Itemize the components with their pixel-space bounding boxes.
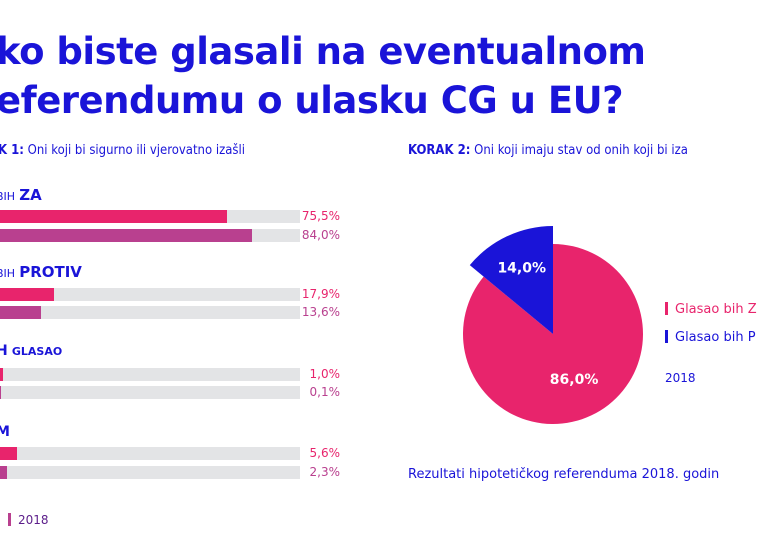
value-label: 84,0% [301,228,340,242]
group-prefix: BIH [0,267,16,280]
step-1-text: Oni koji bi sigurno ili vjerovatno izašl… [27,143,245,158]
bar-track [0,229,300,242]
value-label: 1,0% [309,367,341,381]
bar-protiv-2 [0,306,41,319]
group-label-glasao: H GLASAO [0,343,62,359]
bar-legend: 2018 [8,513,49,527]
group-prefix: H [0,343,8,359]
step-2-text: Oni koji imaju stav od onih koji bi iza [474,143,688,158]
pie-legend-protiv: Glasao bih P [665,330,756,345]
pie-label-za: 86,0% [550,372,599,388]
legend-text: Glasao bih P [675,330,756,345]
pie-legend-za: Glasao bih Z [665,302,757,317]
group-prefix: BIH [0,190,16,203]
bar-m-2 [0,466,7,479]
step-2-label: KORAK 2: [408,143,471,158]
bar-track [0,368,300,381]
legend-marker [665,302,668,315]
value-label: 2,3% [309,465,341,479]
group-label-za: BIH ZA [0,186,42,204]
group-main: ZA [19,186,42,204]
pie-label-protiv: 14,0% [497,261,546,277]
bar-track [0,466,300,479]
legend-year: 2018 [18,513,49,527]
bar-m-1 [0,447,17,460]
legend-text: Glasao bih Z [675,302,757,317]
bar-track [0,447,300,460]
chart-title-line-2: eferendumu o ulasku CG u EU? [0,79,624,122]
step-1-label: K 1: [0,143,24,158]
bar-za-2 [0,229,252,242]
bar-track [0,306,300,319]
group-label-m: M [0,424,10,440]
bar-track [0,386,300,399]
value-label: 13,6% [301,305,340,319]
group-prefix: M [0,424,10,440]
group-main: PROTIV [19,263,82,281]
step-2-heading: KORAK 2: Oni koji imaju stav od onih koj… [408,143,688,158]
bar-protiv-1 [0,288,54,301]
group-label-protiv: BIH PROTIV [0,263,82,281]
value-label: 5,6% [309,446,341,460]
legend-marker [8,513,11,526]
step-1-heading: K 1: Oni koji bi sigurno ili vjerovatno … [0,143,245,158]
bar-track [0,210,300,223]
value-label: 17,9% [301,287,340,301]
bar-glasao-1 [0,368,3,381]
value-label: 75,5% [301,209,340,223]
chart-title-line-1: ko biste glasali na eventualnom [0,30,646,73]
bar-za-1 [0,210,227,223]
legend-marker [665,330,668,343]
pie-legend-year: 2018 [665,371,696,385]
footnote: Rezultati hipotetičkog referenduma 2018.… [408,467,720,482]
value-label: 0,1% [309,385,341,399]
group-main: GLASAO [11,345,63,358]
pie-slice-protiv [469,226,553,334]
bar-track [0,288,300,301]
